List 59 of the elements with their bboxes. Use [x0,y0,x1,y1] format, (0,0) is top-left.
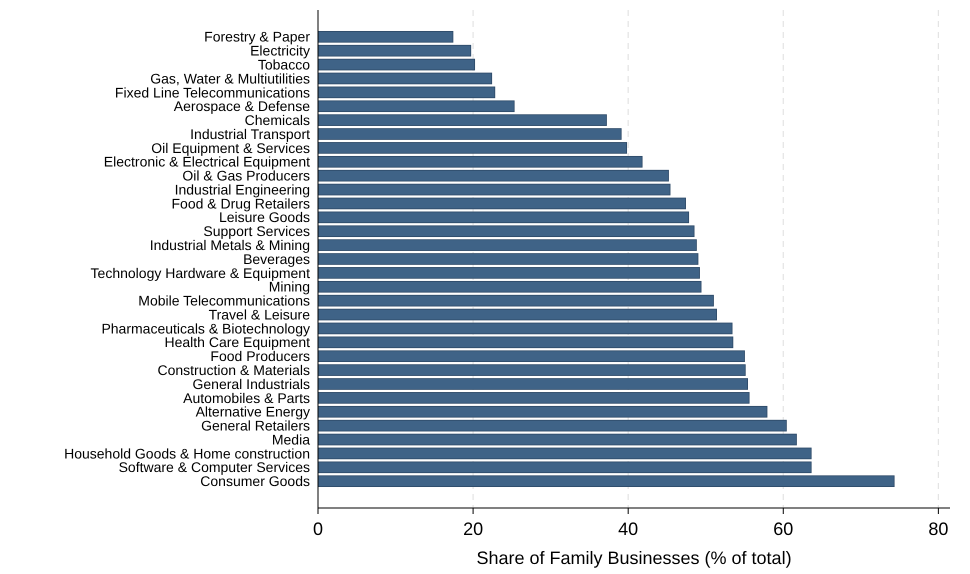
bar [318,308,717,320]
bar [318,280,702,293]
bar [318,350,745,362]
y-tick-label: Alternative Energy [196,404,310,420]
x-tick-label: 40 [618,519,638,539]
bar [318,156,643,168]
y-tick-label: General Industrials [192,376,310,392]
bar [318,225,694,238]
bar [318,378,748,390]
bar [318,434,797,446]
bar [318,198,686,210]
y-tick-label: Mining [268,278,310,295]
bar [318,253,698,265]
bar [318,392,750,404]
y-tick-label: Travel & Leisure [208,306,310,322]
bar [318,72,492,84]
y-tick-label: Automobiles & Parts [183,390,310,406]
y-tick-label: Industrial Transport [190,126,310,142]
bar [318,44,472,57]
y-tick-label: Chemicals [244,112,310,128]
bar [318,128,622,140]
x-axis-title: Share of Family Businesses (% of total) [476,548,792,568]
x-tick-label: 60 [773,519,794,539]
x-tick-label: 20 [463,519,484,539]
bar [318,142,628,154]
bar [318,336,734,348]
bar [318,114,607,126]
y-tick-label: Household Goods & Home construction [64,445,310,462]
bar [318,30,454,43]
bar [318,364,746,376]
bar [318,184,670,196]
bar [318,212,690,224]
y-tick-label: Aerospace & Defense [174,98,310,114]
y-tick-label: Forestry & Paper [204,28,310,45]
bar [318,58,476,70]
bar [318,475,895,488]
bar [318,239,697,251]
bar [318,294,714,306]
x-tick-label: 0 [312,519,324,539]
y-tick-label: Fixed Line Telecommunications [114,84,310,100]
y-tick-label: Consumer Goods [200,473,310,490]
bar [318,448,812,460]
y-tick-label: Pharmaceuticals & Biotechnology [101,320,310,336]
y-tick-label: Construction & Materials [157,362,310,378]
y-tick-label: Software & Computer Services [118,459,310,476]
y-tick-label: Gas, Water & Multiutilities [150,70,310,86]
bar [318,170,669,182]
y-tick-label: Industrial Engineering [174,181,310,198]
y-tick-label: Oil Equipment & Services [151,140,310,156]
bar [318,322,732,334]
bar [318,461,812,474]
y-tick-label: Media [272,431,310,448]
bar [318,420,787,432]
bar [318,86,496,98]
x-tick-label: 80 [928,519,948,539]
bar [318,267,700,279]
y-tick-label: Support Services [203,223,310,240]
bar [318,406,768,418]
bar [318,100,515,112]
